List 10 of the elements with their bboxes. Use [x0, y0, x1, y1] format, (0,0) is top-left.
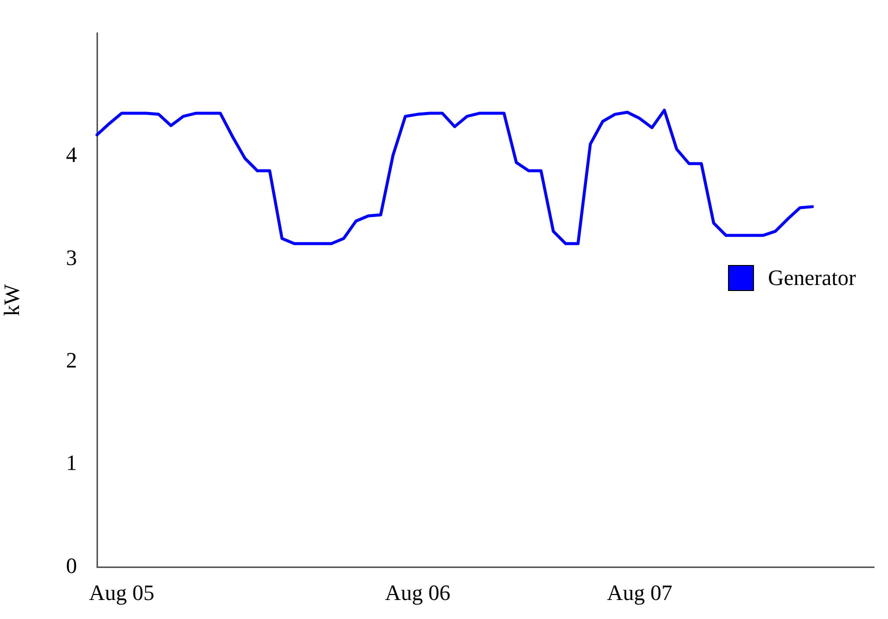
y-tick-label: 1 [66, 450, 77, 476]
legend-label: Generator [768, 265, 856, 291]
x-tick-label: Aug 05 [88, 580, 154, 605]
y-tick-label: 4 [66, 142, 77, 168]
y-tick-label: 3 [66, 244, 77, 270]
x-tick-label: Aug 06 [384, 580, 450, 605]
x-tick-label: Aug 07 [606, 580, 672, 605]
y-tick-label: 2 [66, 347, 77, 372]
y-axis-title: kW [0, 284, 24, 316]
y-tick-label: 0 [66, 552, 77, 578]
